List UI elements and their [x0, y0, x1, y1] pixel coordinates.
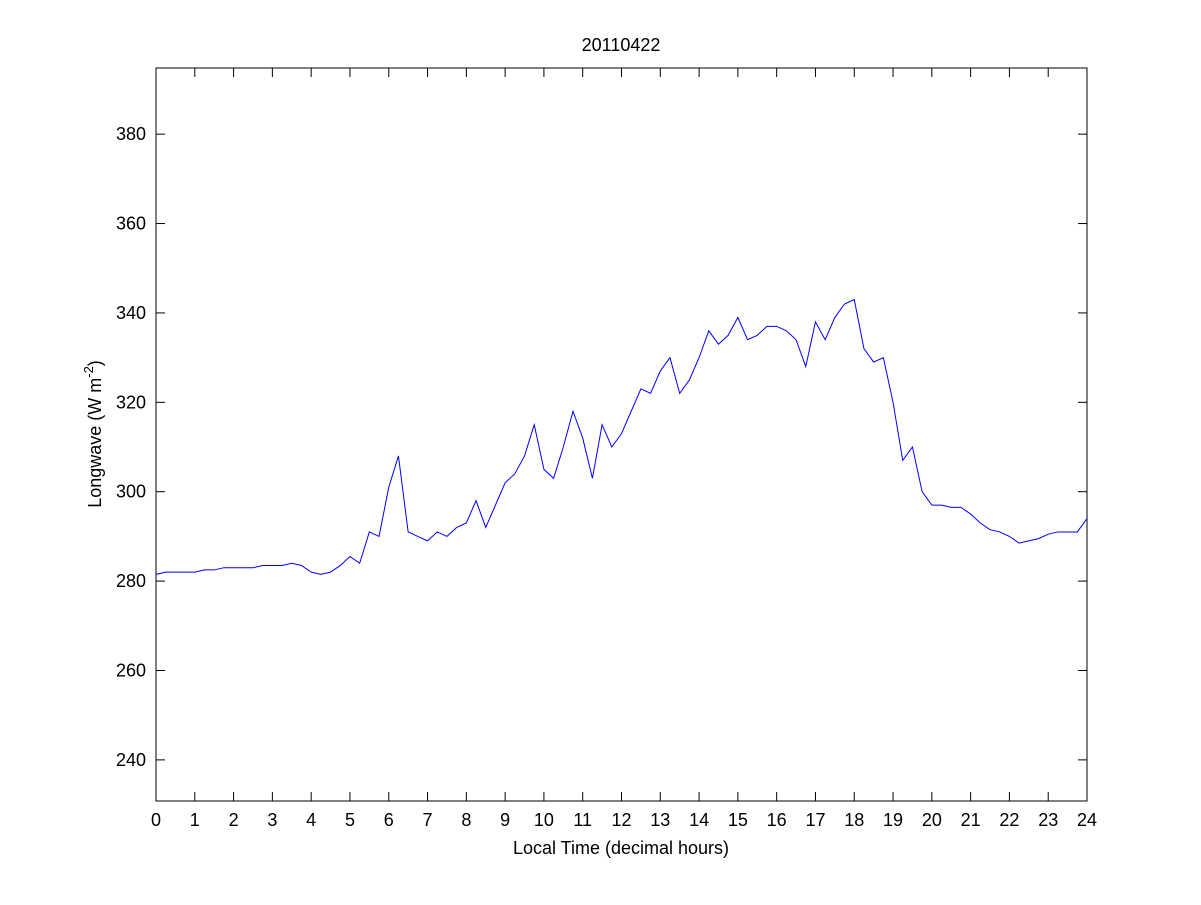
x-tick-label: 8 [461, 810, 471, 830]
y-label-end: ) [85, 360, 105, 366]
x-tick-label: 17 [805, 810, 825, 830]
y-label-text: Longwave (W m [85, 378, 105, 508]
x-axis-label: Local Time (decimal hours) [513, 838, 729, 858]
y-tick-label: 280 [116, 571, 146, 591]
y-tick-label: 340 [116, 303, 146, 323]
x-tick-label: 16 [767, 810, 787, 830]
x-tick-label: 11 [573, 810, 592, 830]
x-tick-label: 4 [306, 810, 316, 830]
y-tick-label: 260 [116, 660, 146, 680]
x-tick-label: 18 [844, 810, 864, 830]
x-tick-label: 19 [883, 810, 903, 830]
x-tick-label: 21 [961, 810, 981, 830]
x-tick-label: 2 [229, 810, 239, 830]
x-tick-label: 6 [384, 810, 394, 830]
x-tick-label: 5 [345, 810, 355, 830]
x-tick-label: 15 [728, 810, 748, 830]
chart-title: 20110422 [582, 35, 661, 55]
y-axis-label: Longwave (W m-2) [81, 360, 105, 508]
data-line [155, 298, 1088, 575]
x-tick-label: 1 [190, 810, 200, 830]
x-tick-label: 3 [267, 810, 277, 830]
x-tick-label: 23 [1038, 810, 1058, 830]
y-label-exponent: -2 [81, 366, 96, 378]
x-tick-label: 12 [611, 810, 631, 830]
plot-area [155, 67, 1088, 802]
x-tick-label: 13 [650, 810, 670, 830]
x-tick-label: 9 [500, 810, 510, 830]
x-tick-label: 10 [534, 810, 554, 830]
y-tick-label: 300 [116, 482, 146, 502]
y-tick-label: 380 [116, 124, 146, 144]
y-tick-label: 240 [116, 750, 146, 770]
x-tick-label: 22 [999, 810, 1019, 830]
y-tick-label: 360 [116, 214, 146, 234]
y-tick-label: 320 [116, 392, 146, 412]
x-tick-label: 24 [1077, 810, 1097, 830]
x-tick-label: 14 [689, 810, 709, 830]
x-tick-label: 7 [423, 810, 433, 830]
x-tick-label: 20 [922, 810, 942, 830]
x-tick-label: 0 [151, 810, 161, 830]
